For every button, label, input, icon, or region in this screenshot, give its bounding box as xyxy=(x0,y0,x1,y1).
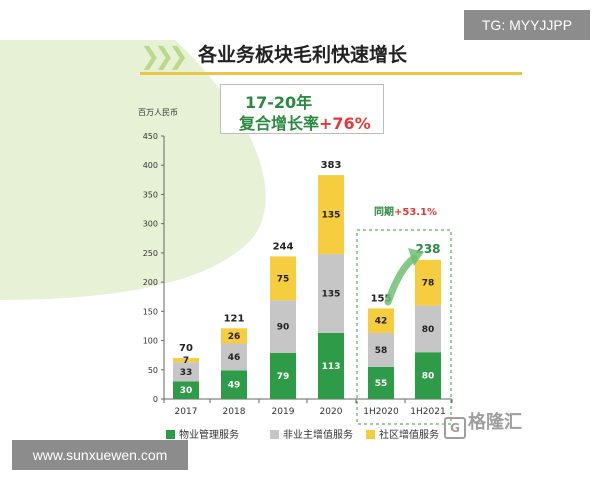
legend-item: 物业管理服务 xyxy=(166,426,239,441)
bar-value-label: 46 xyxy=(228,353,241,363)
bar-segment xyxy=(415,352,441,399)
bar-segment xyxy=(173,358,199,363)
bar-segment xyxy=(368,308,394,333)
same-period-label: 同期 xyxy=(374,205,394,218)
chart-legend: 物业管理服务 非业主增值服务 社区增值服务 xyxy=(166,426,466,442)
y-tick-label: 50 xyxy=(148,366,158,375)
bar-segment xyxy=(415,305,441,353)
brand-name: 格隆汇 xyxy=(468,412,522,433)
y-tick-label: 150 xyxy=(143,307,158,316)
bar-value-label: 49 xyxy=(228,381,241,391)
legend-item: 非业主增值服务 xyxy=(270,426,353,441)
legend-label: 社区增值服务 xyxy=(379,430,439,441)
bar-total-label: 70 xyxy=(179,343,193,354)
bar-segment xyxy=(270,300,296,353)
x-tick-label: 1H2020 xyxy=(363,407,399,417)
bar-segment xyxy=(318,254,344,333)
bar-value-label: 7 xyxy=(183,356,189,366)
y-tick-label: 350 xyxy=(143,190,158,199)
bar-value-label: 90 xyxy=(277,323,290,333)
bar-segment xyxy=(415,259,441,306)
bar-segment xyxy=(270,256,296,301)
bar-segment xyxy=(173,362,199,382)
bar-value-label: 78 xyxy=(422,279,435,289)
chevron-arrows-icon: ❯❯❯ xyxy=(140,42,188,70)
growth-arrow-icon xyxy=(384,254,418,306)
same-period-value: +53.1% xyxy=(394,207,437,218)
cagr-callout: 17-20年 复合增长率+76% xyxy=(220,84,384,134)
y-tick-label: 100 xyxy=(143,337,158,346)
bar-value-label: 80 xyxy=(422,372,435,382)
bar-segment xyxy=(173,381,199,399)
legend-swatch xyxy=(366,430,375,439)
bar-segment xyxy=(318,175,344,255)
bar-value-label: 26 xyxy=(228,332,241,342)
tg-watermark: TG: MYYJJPP xyxy=(464,10,590,40)
brand-logo: G 格隆汇 xyxy=(444,408,522,439)
y-tick-label: 200 xyxy=(143,278,158,287)
y-tick-label: 400 xyxy=(143,161,158,170)
bar-segment xyxy=(221,370,247,399)
y-axis-unit-label: 百万人民币 xyxy=(138,108,178,117)
growth-arrowhead-icon xyxy=(408,248,424,266)
x-tick-label: 2017 xyxy=(175,407,198,417)
cagr-growth: 复合增长率+76% xyxy=(239,110,371,134)
bar-segment xyxy=(221,343,247,371)
bar-total-label: 121 xyxy=(224,313,245,324)
bar-value-label: 30 xyxy=(180,386,193,396)
bar-total-label: 155 xyxy=(371,293,392,304)
bar-value-label: 79 xyxy=(277,372,290,382)
legend-item: 社区增值服务 xyxy=(366,426,439,441)
y-tick-label: 0 xyxy=(153,395,158,404)
bar-value-label: 135 xyxy=(322,290,341,300)
bar-segment xyxy=(368,366,394,399)
title-block: ❯❯❯ 各业务板块毛利快速增长 xyxy=(140,36,530,76)
cagr-period: 17-20年 xyxy=(245,93,313,112)
x-tick-label: 2018 xyxy=(223,407,246,417)
legend-label: 非业主增值服务 xyxy=(283,430,353,441)
bar-value-label: 33 xyxy=(180,368,193,378)
x-tick-label: 2019 xyxy=(272,407,295,417)
y-tick-label: 450 xyxy=(143,132,158,141)
bar-segment xyxy=(221,328,247,344)
bar-total-label: 383 xyxy=(321,160,342,171)
bar-segment xyxy=(318,332,344,399)
brand-logo-icon: G xyxy=(444,417,466,439)
cagr-growth-value: +76% xyxy=(319,114,371,133)
cagr-growth-label: 复合增长率 xyxy=(239,114,320,133)
bar-value-label: 135 xyxy=(322,211,341,221)
legend-swatch xyxy=(166,430,175,439)
bar-value-label: 113 xyxy=(322,362,341,372)
bar-value-label: 80 xyxy=(422,325,435,335)
bar-value-label: 42 xyxy=(375,317,388,327)
bar-segment xyxy=(368,332,394,367)
url-watermark: www.sunxuewen.com xyxy=(12,440,188,470)
x-tick-label: 2020 xyxy=(320,407,343,417)
legend-label: 物业管理服务 xyxy=(179,430,239,441)
y-tick-label: 300 xyxy=(143,220,158,229)
legend-swatch xyxy=(270,430,279,439)
page-title: 各业务板块毛利快速增长 xyxy=(198,44,408,66)
title-underline xyxy=(140,72,522,75)
x-tick-label: 1H2021 xyxy=(410,407,445,417)
bar-total-label: 244 xyxy=(273,241,294,252)
bar-value-label: 75 xyxy=(277,274,290,284)
bar-segment xyxy=(270,352,296,399)
same-period-annotation: 同期+53.1% xyxy=(374,205,437,218)
bar-value-label: 58 xyxy=(375,346,388,356)
y-tick-label: 250 xyxy=(143,249,158,258)
bar-value-label: 55 xyxy=(375,379,388,389)
